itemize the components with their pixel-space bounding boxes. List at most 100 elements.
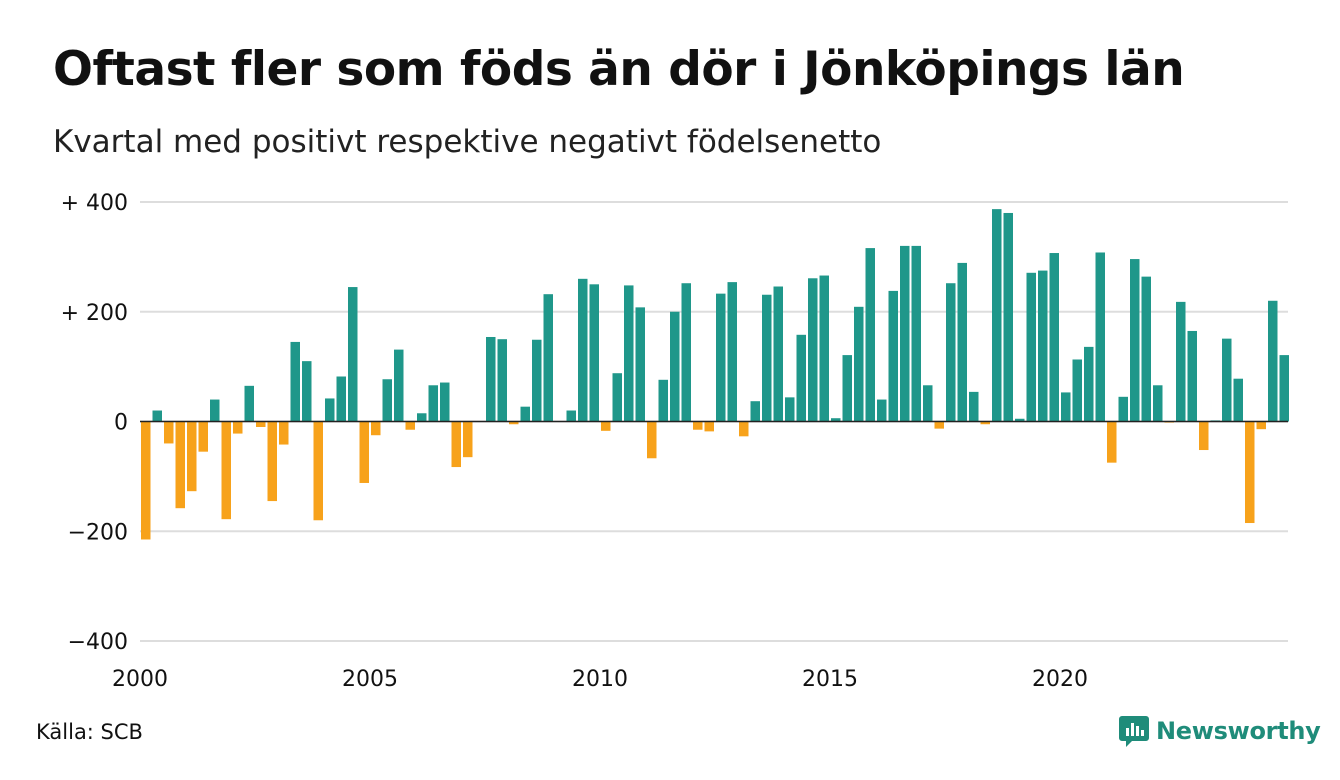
bar [1141, 276, 1151, 422]
bar [658, 379, 668, 422]
bar [1176, 301, 1186, 422]
bar [739, 421, 749, 437]
bar [681, 283, 691, 422]
x-tick-label: 2015 [802, 667, 858, 692]
x-tick-label: 2005 [342, 667, 398, 692]
bars [140, 209, 1289, 540]
y-tick-label: −200 [68, 520, 128, 545]
bar [946, 283, 956, 422]
bar [336, 376, 346, 422]
y-tick-label: + 200 [61, 301, 128, 326]
bar [670, 311, 680, 422]
bar [1279, 355, 1289, 422]
bar [992, 209, 1002, 422]
brand-logo: Newsworthy [1118, 714, 1321, 748]
y-tick-label: + 400 [61, 191, 128, 216]
bar [497, 339, 507, 422]
y-axis-ticks: + 400 + 200 0 −200 −400 [61, 191, 128, 655]
bar [900, 245, 910, 422]
bar [831, 418, 841, 422]
bar [819, 275, 829, 422]
bar [1130, 259, 1140, 422]
bar [520, 406, 530, 422]
bar [279, 421, 289, 445]
bar [762, 294, 772, 422]
bar [382, 379, 392, 422]
bar [175, 421, 185, 509]
bar [785, 397, 795, 422]
bar [923, 385, 933, 422]
bar [509, 421, 519, 425]
bar [417, 413, 427, 422]
bar [624, 285, 634, 422]
bar [486, 336, 496, 422]
bar [394, 349, 404, 422]
source-note: Källa: SCB [36, 720, 143, 744]
bar [854, 306, 864, 422]
bar [1268, 300, 1278, 422]
bar [647, 421, 657, 459]
bar [267, 421, 277, 502]
bar [1107, 421, 1117, 463]
bar [325, 398, 335, 422]
newsworthy-chart-bubble-icon [1119, 716, 1149, 747]
bar [1026, 272, 1036, 422]
bar [256, 421, 266, 427]
bar [451, 421, 461, 468]
bar [693, 421, 703, 430]
bar [141, 421, 151, 540]
bar [888, 290, 898, 422]
bar [302, 361, 312, 422]
bar [1222, 338, 1232, 422]
bar [773, 286, 783, 422]
bar [1072, 359, 1082, 422]
bar [1038, 270, 1048, 422]
bar [371, 421, 381, 436]
bar [1256, 421, 1266, 430]
bar [244, 385, 254, 422]
bar [463, 421, 473, 458]
y-tick-label: −400 [68, 630, 128, 655]
chart-subtitle: Kvartal med positivt respektive negativt… [53, 124, 882, 160]
bar [440, 382, 450, 422]
bar [1049, 253, 1059, 422]
bar [727, 282, 737, 422]
bar [543, 294, 553, 422]
bar [313, 421, 323, 521]
bar [359, 421, 369, 483]
bar [405, 421, 415, 430]
brand-name: Newsworthy [1156, 717, 1321, 745]
bar [1095, 252, 1105, 422]
bar [808, 278, 818, 422]
bar [612, 373, 622, 422]
x-tick-label: 2020 [1032, 667, 1088, 692]
bar [842, 355, 852, 422]
bar [210, 399, 220, 422]
bar [1187, 330, 1197, 422]
bar [911, 245, 921, 422]
bar [1245, 421, 1255, 524]
bar [1118, 396, 1128, 422]
bar [796, 334, 806, 422]
bar [877, 399, 887, 422]
bar [865, 248, 875, 422]
bar [1015, 418, 1025, 422]
bar [233, 421, 243, 434]
bar [980, 421, 990, 425]
x-tick-label: 2010 [572, 667, 628, 692]
bar [601, 421, 611, 431]
bar [187, 421, 197, 492]
bar [221, 421, 231, 520]
bar [348, 287, 358, 422]
bar [716, 293, 726, 422]
bar [1199, 421, 1209, 451]
bar [164, 421, 174, 444]
bar [635, 307, 645, 422]
bar [1061, 392, 1071, 422]
x-axis-ticks: 2000 2005 2010 2015 2020 [112, 667, 1088, 692]
bar [152, 410, 162, 422]
bar [1233, 378, 1243, 422]
chart-title: Oftast fler som föds än dör i Jönköpings… [53, 42, 1185, 97]
bar [428, 385, 438, 422]
